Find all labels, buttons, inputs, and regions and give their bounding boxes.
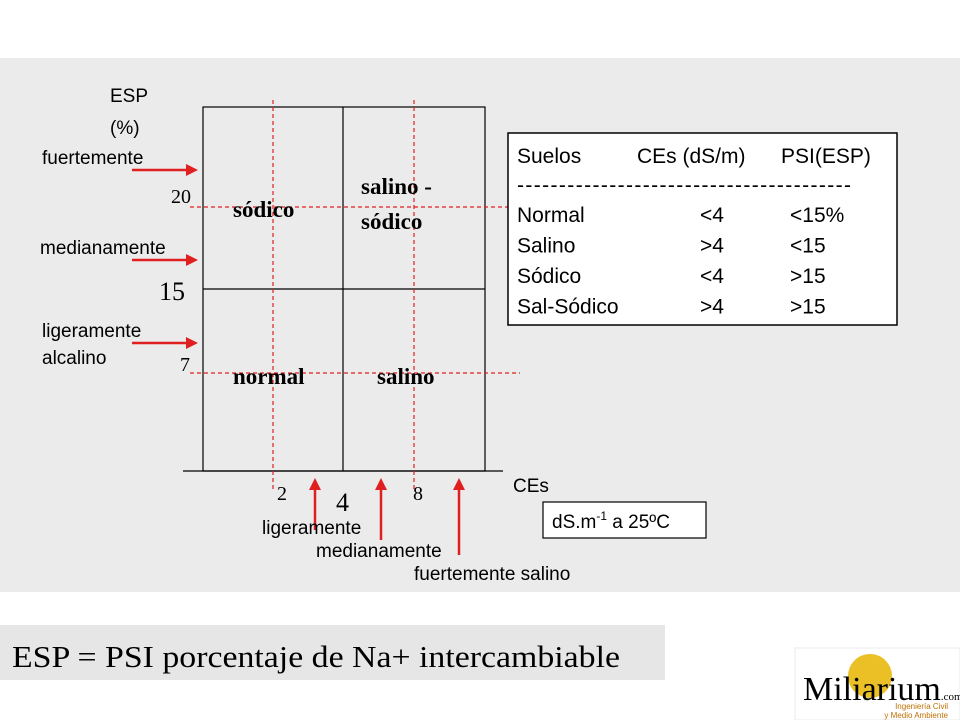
- table-cell: Normal: [517, 204, 585, 227]
- quadrant-label: salino -: [361, 174, 432, 199]
- table-cell: Salino: [517, 235, 575, 258]
- quadrant-label: sódico: [361, 209, 422, 234]
- unit-rest: a 25ºC: [607, 512, 670, 533]
- arrows: [132, 164, 465, 555]
- table-cell: >4: [700, 296, 724, 319]
- table-rows: Normal <4 <15% Salino >4 <15 Sódico <4 >15 Sal-Só…: [517, 204, 844, 319]
- x-axis-label: CEs: [513, 476, 549, 497]
- table-cell: <15%: [790, 204, 844, 227]
- unit-text: dS.m-1 a 25ºC: [552, 509, 670, 533]
- table-header: PSI(ESP): [781, 145, 871, 168]
- level-label: medianamente: [40, 238, 166, 259]
- grid: [183, 100, 520, 490]
- level-label: ligeramente: [262, 518, 361, 539]
- quadrant-label: salino: [377, 364, 435, 389]
- table-cell: <15: [790, 235, 826, 258]
- unit-sup: -1: [596, 509, 607, 523]
- logo-suffix: .com: [941, 691, 960, 703]
- level-value: 2: [277, 483, 287, 505]
- unit-base: dS.m: [552, 512, 596, 533]
- logo-name: Miliarium.com: [803, 671, 960, 708]
- level-label: fuertemente salino: [414, 564, 570, 585]
- y-axis-label: ESP: [110, 86, 148, 107]
- logo-line: Ingeniería Civil: [895, 702, 948, 711]
- level-value: 8: [413, 483, 423, 505]
- logo: Miliarium.com Ingeniería Civil y Medio A…: [794, 647, 960, 720]
- level-value: 15: [159, 277, 185, 306]
- y-axis-unit: (%): [110, 118, 140, 139]
- unit-box: [542, 501, 707, 539]
- level-label: fuertemente: [42, 148, 143, 169]
- level-value: 7: [180, 354, 190, 376]
- table-cell: <4: [700, 265, 724, 288]
- table-cell: >15: [790, 265, 826, 288]
- level-value: 20: [171, 186, 191, 208]
- table-cell: >15: [790, 296, 826, 319]
- table-header: CEs (dS/m): [637, 145, 746, 168]
- level-value: 4: [336, 488, 349, 517]
- table-header: Suelos: [517, 145, 581, 168]
- logo-line: y Medio Ambiente: [884, 711, 948, 720]
- quadrant-label: normal: [233, 364, 305, 389]
- level-label: alcalino: [42, 348, 106, 369]
- logo-main: Miliarium: [803, 671, 941, 708]
- table-cell: Sódico: [517, 265, 581, 288]
- table-cell: <4: [700, 204, 724, 227]
- level-label: medianamente: [316, 541, 442, 562]
- level-label: ligeramente: [42, 321, 141, 342]
- table-cell: >4: [700, 235, 724, 258]
- caption: ESP = PSI porcentaje de Na+ intercambiab…: [12, 639, 620, 674]
- table-box: [507, 132, 898, 326]
- quadrant-label: sódico: [233, 197, 294, 222]
- caption-box: [0, 625, 665, 680]
- table-cell: Sal-Sódico: [517, 296, 619, 319]
